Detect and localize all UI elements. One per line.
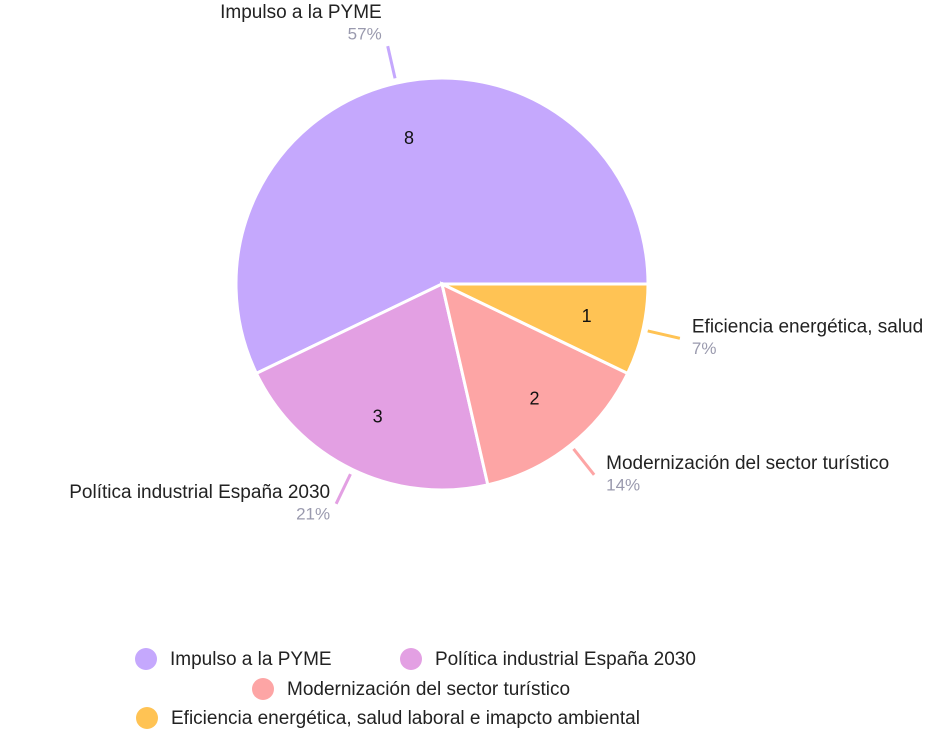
legend-label: Modernización del sector turístico — [287, 679, 570, 700]
slice-percent-label: 14% — [606, 475, 640, 494]
pie-slice — [441, 282, 650, 376]
leader-line — [572, 448, 596, 476]
slice-name-label: Impulso a la PYME — [220, 2, 382, 23]
slice-value-label: 1 — [582, 306, 592, 326]
leader-line — [386, 45, 397, 79]
pie-slice — [254, 281, 490, 492]
legend-label: Política industrial España 2030 — [435, 649, 696, 670]
slice-value-label: 3 — [373, 406, 383, 426]
legend-label: Impulso a la PYME — [170, 649, 332, 670]
pie-slice — [234, 76, 650, 376]
slice-name-label: Modernización del sector turístico — [606, 453, 889, 474]
pie-slice — [439, 281, 630, 487]
legend-swatch — [400, 648, 422, 670]
slice-percent-label: 21% — [296, 504, 330, 523]
slice-name-label: Eficiencia energética, salud laboral e i… — [692, 316, 926, 337]
legend-swatch — [135, 648, 157, 670]
legend-label: Eficiencia energética, salud laboral e i… — [171, 708, 640, 729]
slice-percent-label: 7% — [692, 339, 717, 358]
legend-swatch — [136, 707, 158, 729]
leader-line — [647, 329, 681, 340]
slice-percent-label: 57% — [348, 25, 382, 44]
leader-line — [334, 473, 352, 505]
slice-name-label: Política industrial España 2030 — [69, 482, 330, 503]
slice-value-label: 8 — [404, 128, 414, 148]
slice-value-label: 2 — [529, 389, 539, 409]
legend-swatch — [252, 678, 274, 700]
